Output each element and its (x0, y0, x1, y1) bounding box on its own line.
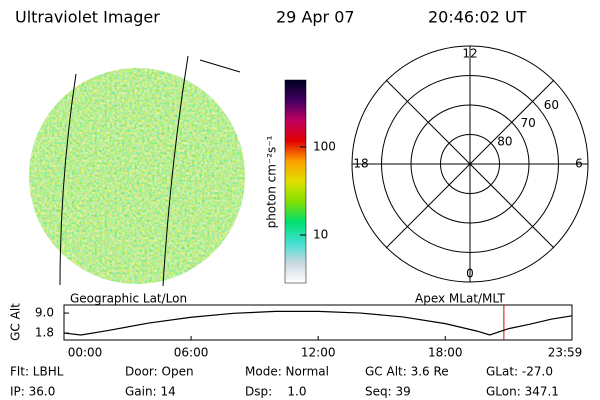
status-field: Seq: 39 (365, 385, 411, 399)
x-tick-label: 12:00 (301, 346, 336, 360)
x-tick-label: 23:59 (548, 346, 583, 360)
lat-label: 80 (497, 134, 512, 148)
x-tick-label: 00:00 (68, 346, 103, 360)
status-field: GC Alt: 3.6 Re (365, 365, 449, 379)
title: Ultraviolet Imager (15, 8, 160, 27)
lat-label: 60 (544, 98, 559, 112)
y-axis-label: GC Alt (9, 303, 23, 341)
colorbar (284, 79, 307, 284)
x-tick-label: 18:00 (428, 346, 463, 360)
right-label: Apex MLat/MLT (415, 292, 505, 306)
lat-label: 70 (520, 116, 535, 130)
y-tick-label: 9.0 (35, 306, 54, 320)
colorbar-tick-label: 10 (313, 227, 328, 241)
colorbar-tick-label: 100 (313, 139, 336, 153)
x-tick-label: 06:00 (174, 346, 209, 360)
y-tick-label: 1.8 (35, 326, 54, 340)
status-field: GLat: -27.0 (486, 365, 553, 379)
status-field: Dsp: 1.0 (245, 385, 307, 399)
status-field: Gain: 14 (125, 385, 176, 399)
time: 20:46:02 UT (428, 8, 527, 27)
mlt-label: 0 (466, 267, 474, 281)
mlt-label: 18 (353, 157, 368, 171)
status-field: IP: 36.0 (10, 385, 55, 399)
status-field: Door: Open (125, 365, 194, 379)
altitude-line (63, 310, 573, 336)
colorbar-label: photon cm⁻²s⁻¹ (265, 135, 279, 228)
geo-grid (59, 55, 241, 287)
date: 29 Apr 07 (276, 8, 355, 27)
status-field: Mode: Normal (245, 365, 329, 379)
status-field: GLon: 347.1 (486, 385, 559, 399)
status-field: Flt: LBHL (10, 365, 64, 379)
left-label: Geographic Lat/Lon (70, 292, 187, 306)
uv-image (29, 68, 245, 284)
